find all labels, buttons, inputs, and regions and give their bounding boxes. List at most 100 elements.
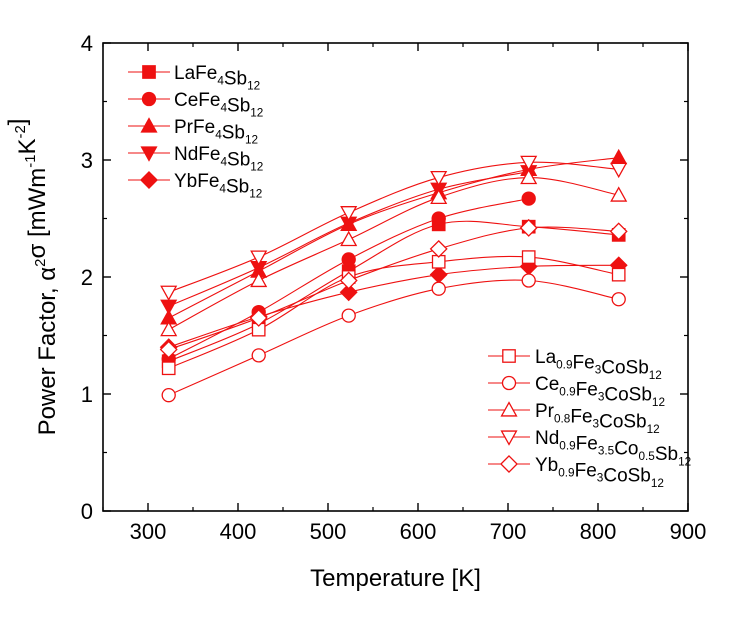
data-point bbox=[519, 218, 538, 237]
y-tick-label: 3 bbox=[81, 148, 93, 173]
legend-label: PrFe4Sb12 bbox=[174, 117, 258, 147]
legend-label-part: Fe bbox=[570, 406, 592, 427]
legend-label: Pr0.8Fe3CoSb12 bbox=[535, 401, 660, 436]
legend-marker bbox=[502, 349, 516, 363]
data-point bbox=[521, 273, 536, 288]
legend-marker bbox=[140, 146, 158, 162]
data-point bbox=[521, 250, 536, 264]
y-axis-title-part: K bbox=[14, 138, 41, 154]
data-point bbox=[161, 388, 176, 403]
legend-label-part: Co bbox=[614, 439, 638, 460]
data-point bbox=[340, 206, 358, 222]
series-lines-group bbox=[168, 157, 619, 396]
legend-label-part: 3 bbox=[598, 391, 605, 404]
legend-marker bbox=[142, 65, 156, 79]
x-tick-label: 900 bbox=[670, 519, 707, 544]
legend-label-part: Fe bbox=[576, 379, 598, 400]
legend-marker bbox=[141, 91, 157, 107]
series-line bbox=[168, 255, 619, 369]
data-point bbox=[160, 285, 178, 301]
legend-label-part: 4 bbox=[217, 74, 224, 87]
legend-label: NdFe4Sb12 bbox=[174, 144, 263, 174]
data-point bbox=[250, 271, 268, 288]
data-point bbox=[611, 292, 626, 307]
legend-label: La0.9Fe3CoSb12 bbox=[535, 347, 662, 382]
data-point bbox=[520, 155, 538, 172]
legend-marker bbox=[500, 401, 518, 417]
data-point bbox=[429, 239, 448, 258]
y-tick-label: 0 bbox=[81, 499, 93, 524]
legend-label-part: Sb bbox=[224, 68, 247, 89]
legend-label: CeFe4Sb12 bbox=[174, 90, 263, 120]
legend-label-part: 12 bbox=[250, 161, 263, 174]
x-tick-label: 500 bbox=[310, 519, 347, 544]
legend-label-part: 0.9 bbox=[556, 358, 572, 371]
legend-label-part: Pr bbox=[535, 401, 555, 422]
series-line bbox=[168, 176, 619, 331]
legend-label-part: LaFe bbox=[174, 63, 217, 84]
x-axis-title: Temperature [K] bbox=[310, 565, 481, 592]
data-point bbox=[611, 267, 626, 282]
data-point bbox=[160, 299, 178, 316]
y-axis-title-part: 2 bbox=[33, 259, 49, 267]
legend-label: Ce0.9Fe3CoSb12 bbox=[535, 374, 665, 409]
legend-label-part: YbFe bbox=[174, 171, 219, 192]
legend-label-part: Nd bbox=[535, 428, 559, 449]
data-point bbox=[341, 252, 356, 267]
legend-label-part: CeFe bbox=[174, 90, 220, 111]
legend-label-part: 12 bbox=[651, 477, 664, 490]
data-point bbox=[610, 186, 628, 202]
legend-marker bbox=[140, 117, 158, 133]
legend-label-part: Fe bbox=[573, 352, 595, 373]
series-line bbox=[168, 279, 619, 396]
data-point bbox=[610, 148, 628, 165]
y-axis-title-part: Power Factor, α bbox=[34, 267, 61, 436]
y-axis-title-part: -2 bbox=[13, 125, 29, 138]
legends-group: LaFe4Sb12CeFe4Sb12PrFe4Sb12NdFe4Sb12YbFe… bbox=[128, 63, 691, 490]
legend-label-part: 4 bbox=[219, 182, 226, 195]
data-point bbox=[339, 283, 358, 302]
data-point bbox=[430, 170, 448, 187]
plot-frame-group bbox=[102, 42, 689, 512]
x-tick-label: 600 bbox=[400, 519, 437, 544]
data-point bbox=[339, 271, 358, 290]
data-point bbox=[610, 162, 628, 179]
data-point bbox=[431, 281, 446, 296]
legend-label-part: 3 bbox=[595, 364, 602, 377]
legend-label-part: CoSb bbox=[604, 385, 652, 406]
series-line bbox=[168, 264, 619, 348]
legend-marker bbox=[500, 455, 518, 473]
legend-label-part: 3 bbox=[593, 418, 600, 431]
series-markers-group bbox=[159, 148, 628, 403]
legend-label-part: PrFe bbox=[174, 117, 215, 138]
legend-label-part: Sb bbox=[227, 149, 250, 170]
legend-label-part: Fe bbox=[575, 460, 597, 481]
data-point bbox=[521, 191, 536, 206]
legend-label-part: NdFe bbox=[174, 144, 220, 165]
legend-label-part: 12 bbox=[250, 107, 263, 120]
legend-label-part: Ce bbox=[535, 374, 559, 395]
y-tick-label: 2 bbox=[81, 265, 93, 290]
legend-label-part: 3.5 bbox=[598, 445, 615, 458]
data-point bbox=[431, 211, 446, 226]
legend-label-part: 3 bbox=[597, 472, 604, 485]
data-point bbox=[340, 230, 358, 247]
legend-label: LaFe4Sb12 bbox=[174, 63, 260, 93]
legend-label-part: CoSb bbox=[599, 412, 647, 433]
data-point bbox=[251, 348, 266, 363]
legend-label-part: Sb bbox=[222, 122, 245, 143]
legend-label-part: 4 bbox=[215, 128, 222, 141]
legend-label: Nd0.9Fe3.5Co0.5Sb12 bbox=[535, 428, 691, 468]
x-tick-label: 300 bbox=[130, 519, 167, 544]
data-point bbox=[249, 308, 268, 327]
legend-label-part: 12 bbox=[247, 80, 260, 93]
legend-label-part: 0.8 bbox=[554, 412, 571, 425]
series-line bbox=[168, 226, 619, 351]
legend-label: Yb0.9Fe3CoSb12 bbox=[535, 455, 664, 490]
y-tick-label: 1 bbox=[81, 382, 93, 407]
legend-label-part: 0.9 bbox=[559, 439, 575, 452]
legend-label-part: 12 bbox=[245, 134, 258, 147]
legend-label-part: 0.9 bbox=[559, 385, 575, 398]
